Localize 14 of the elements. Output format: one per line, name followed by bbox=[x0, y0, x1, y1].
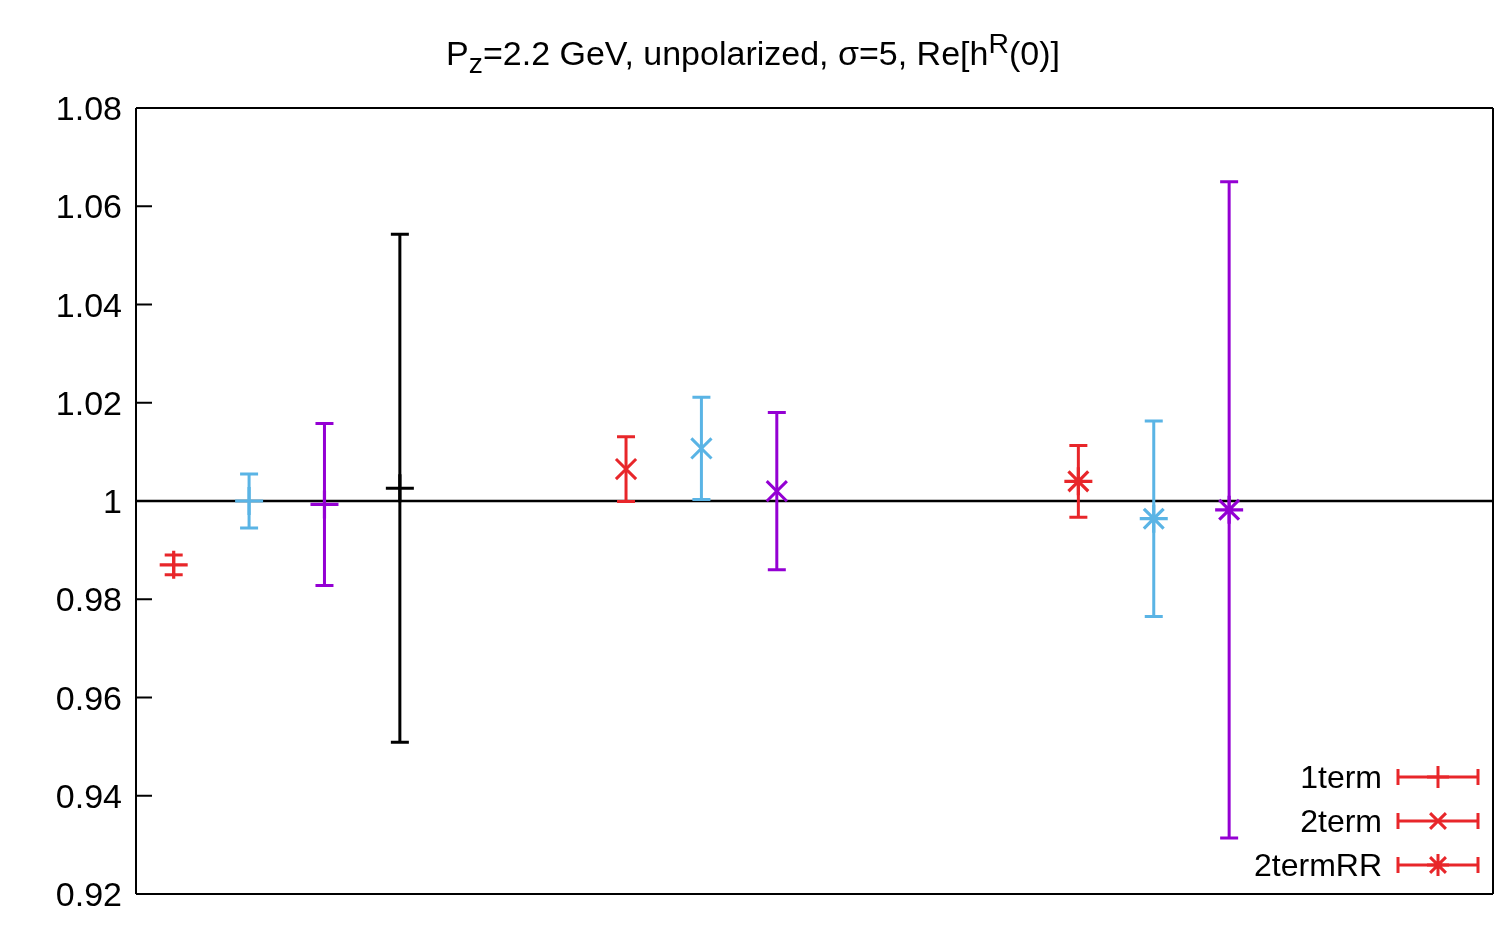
y-tick-label: 0.94 bbox=[55, 776, 122, 815]
y-tick-label: 0.96 bbox=[55, 678, 122, 717]
y-tick-label: 0.98 bbox=[55, 580, 122, 619]
legend-label: 2termRR bbox=[1253, 846, 1382, 884]
chart-title: P$_{z}$=2.2 GeV, unpolarized, σ=5, Re[h$^{R}$(0)] bbox=[445, 26, 1061, 82]
y-tick-label: 0.92 bbox=[55, 875, 122, 914]
y-tick-label: 1.08 bbox=[55, 89, 122, 128]
y-tick-label: 1.02 bbox=[55, 383, 122, 422]
y-tick-label: 1 bbox=[103, 482, 122, 521]
point bbox=[385, 474, 414, 503]
legend-label: 1term bbox=[1300, 758, 1382, 796]
y-tick-label: 1.06 bbox=[55, 187, 122, 226]
y-tick-label: 1.04 bbox=[55, 285, 122, 324]
legend-label: 2term bbox=[1300, 802, 1382, 840]
